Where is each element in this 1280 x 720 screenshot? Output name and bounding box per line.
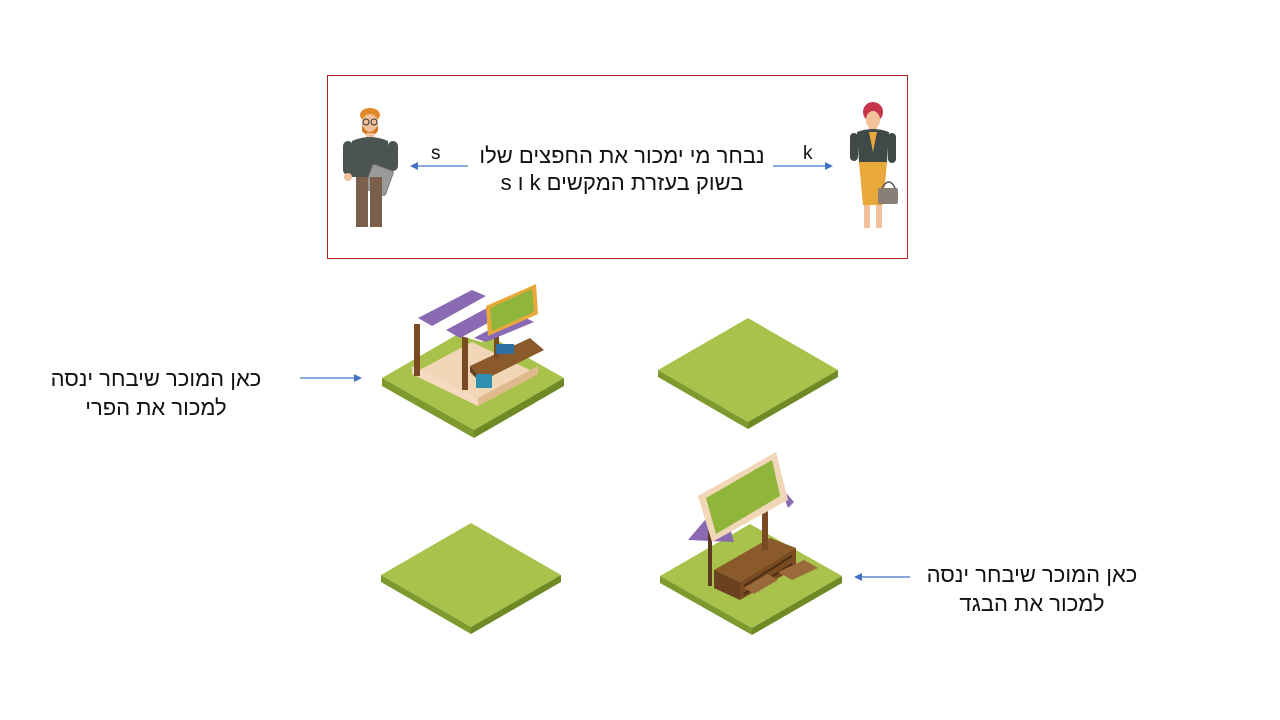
- instruction-line-1: נבחר מי ימכור את החפצים שלו: [479, 143, 765, 168]
- instruction-line-2: בשוק בעזרת המקשים k ו s: [500, 170, 744, 195]
- arrow-left-to-man: [410, 162, 468, 170]
- empty-tile-bottom-left[interactable]: [381, 523, 563, 635]
- male-seller-character[interactable]: [340, 105, 410, 230]
- key-s-label: s: [431, 143, 441, 164]
- empty-tile-top-right[interactable]: [658, 318, 840, 430]
- arrow-to-fruit-stall: [300, 374, 362, 382]
- arrow-right-to-woman: [773, 162, 833, 170]
- clothes-stall-tile[interactable]: [660, 450, 845, 635]
- clothes-stall-label-line-2: למכור את הבגד: [959, 591, 1105, 616]
- arrow-to-clothes-stall: [854, 573, 910, 581]
- female-seller-character[interactable]: [845, 100, 905, 230]
- key-k-label: k: [803, 143, 813, 164]
- clothes-stall-label-line-1: כאן המוכר שיבחר ינסה: [926, 562, 1138, 587]
- fruit-stall-tile[interactable]: [382, 282, 567, 440]
- fruit-stall-label-line-2: למכור את הפרי: [85, 395, 227, 420]
- instruction-box: [327, 75, 908, 259]
- fruit-stall-label-line-1: כאן המוכר שיבחר ינסה: [50, 366, 262, 391]
